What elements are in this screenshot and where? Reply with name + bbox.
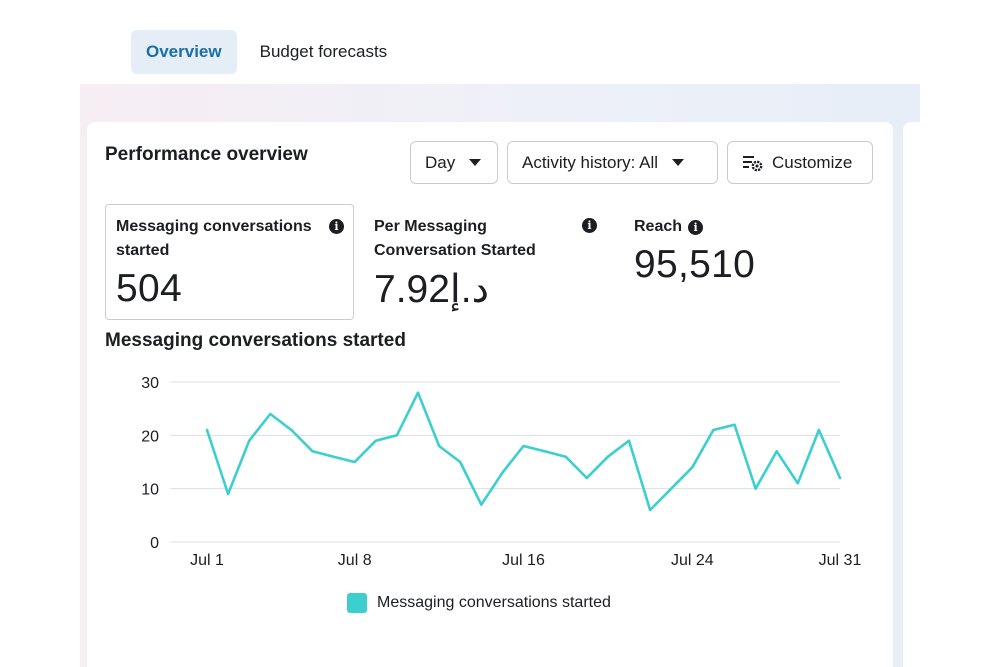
tab-budget-forecasts[interactable]: Budget forecasts [259,42,388,61]
data-point [268,412,273,417]
metric-label: Per Messaging Conversation Started [374,218,536,259]
card-title: Performance overview [105,144,308,165]
metric-messaging-conversations[interactable]: Messaging conversations started i 504 [105,204,354,320]
data-point [247,438,252,443]
day-dropdown-label: Day [425,152,456,172]
data-point [500,470,505,475]
y-tick-label: 10 [141,482,159,499]
chart-legend[interactable]: Messaging conversations started [347,593,611,613]
x-tick-label: Jul 31 [819,552,862,569]
data-point [690,465,695,470]
y-tick-label: 0 [150,535,159,552]
x-tick-label: Jul 8 [338,552,372,569]
line-chart: 0 10 20 30 Jul 1 Jul 8 Jul 16 Jul 24 Jul 31 [141,375,862,569]
customize-label: Customize [772,152,853,172]
data-point [289,428,294,433]
data-point [542,449,547,454]
data-point [226,492,231,497]
day-dropdown[interactable]: Day [410,141,498,184]
chevron-down-icon [672,159,685,166]
performance-overview-card: Performance overview Day Activity histor… [87,122,893,667]
data-point [521,444,526,449]
metric-reach[interactable]: Reach i 95,510 [624,204,874,320]
chevron-down-icon [469,159,482,166]
info-icon[interactable]: i [582,218,597,233]
data-point [732,422,737,427]
x-tick-label: Jul 16 [502,552,545,569]
customize-button[interactable]: Customize [727,141,873,184]
data-point [373,438,378,443]
data-point [605,454,610,459]
metric-label: Reach [634,218,683,235]
data-point [310,449,315,454]
data-point [795,481,800,486]
data-point [331,454,336,459]
data-point [394,433,399,438]
data-point [352,460,357,465]
data-point [458,460,463,465]
y-tick-label: 20 [141,428,159,445]
tab-bar: Overview Budget forecasts [131,30,402,74]
data-point [816,428,821,433]
data-point [648,508,653,513]
metric-label: Messaging conversations started [116,218,312,259]
x-tick-label: Jul 24 [671,552,714,569]
info-icon[interactable]: i [688,219,704,235]
metric-value: 95,510 [634,243,756,286]
data-point [584,476,589,481]
data-point [627,438,632,443]
customize-settings-icon [742,153,764,173]
metric-value: 7.92د.إ [374,268,489,311]
legend-swatch [347,593,367,613]
data-point [563,454,568,459]
data-point [416,390,421,395]
data-point [479,502,484,507]
legend-label: Messaging conversations started [377,594,611,611]
info-icon[interactable]: i [329,219,344,234]
x-tick-label: Jul 1 [190,552,224,569]
y-tick-label: 30 [141,375,159,392]
data-point [669,486,674,491]
data-point [774,449,779,454]
data-point [753,486,758,491]
activity-history-label: Activity history: All [522,152,659,172]
data-point [711,428,716,433]
metric-cost-per-conversation[interactable]: Per Messaging Conversation Started i 7.9… [364,204,614,320]
data-point [838,476,843,481]
side-card [903,122,943,667]
data-point [205,428,210,433]
metric-value: 504 [116,267,182,310]
data-point [437,444,442,449]
metric-label-row: Reach i [634,215,864,239]
series-line [205,391,842,512]
tab-overview[interactable]: Overview [131,30,237,74]
activity-history-dropdown[interactable]: Activity history: All [507,141,718,184]
chart-title: Messaging conversations started [105,330,406,351]
